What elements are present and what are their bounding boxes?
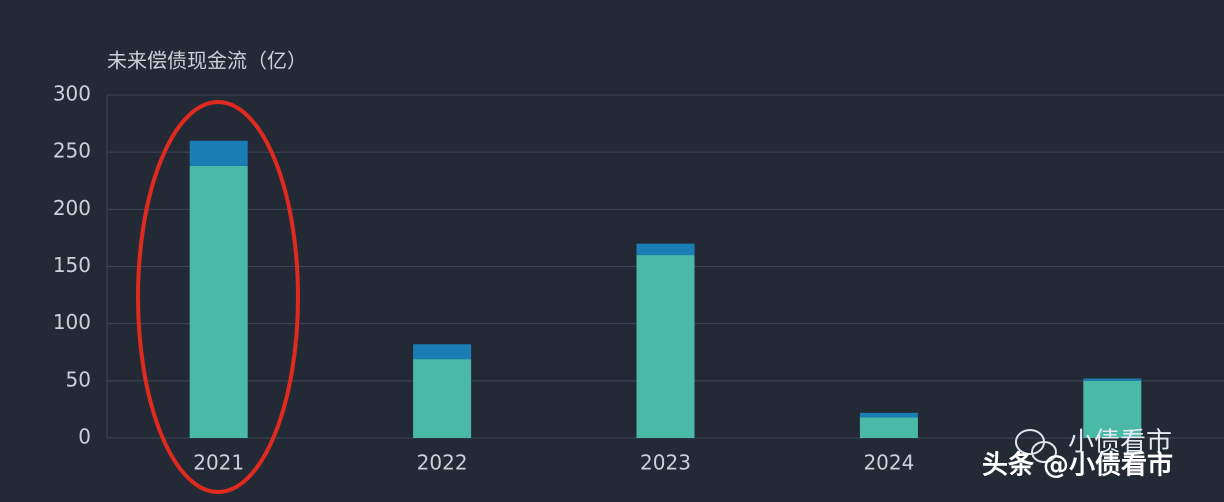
- y-tick-label: 150: [53, 253, 91, 277]
- x-tick-label: 2022: [417, 451, 468, 475]
- x-tick-label: 2021: [193, 451, 244, 475]
- bar-segment: [636, 255, 695, 438]
- bar-segment: [636, 243, 695, 256]
- highlight-ellipse: [136, 100, 300, 494]
- bar-segment: [1083, 380, 1142, 438]
- y-tick-label: 250: [53, 139, 91, 163]
- chart-title: 未来偿债现金流（亿）: [107, 49, 307, 73]
- watermark-text: 头条 @小债看市: [982, 450, 1173, 481]
- watermark-text: 小债看市: [1068, 428, 1172, 458]
- y-tick-label: 50: [66, 367, 91, 391]
- bar-segment: [413, 344, 472, 360]
- bar-segment: [189, 165, 248, 439]
- bar-segment: [859, 417, 918, 438]
- bar-segment: [859, 412, 918, 418]
- x-tick-label: 2024: [863, 451, 914, 475]
- bar-segment: [189, 140, 248, 166]
- y-tick-label: 0: [78, 425, 91, 449]
- y-tick-label: 200: [53, 196, 91, 220]
- y-tick-label: 300: [53, 82, 91, 106]
- bar-segment: [413, 359, 472, 438]
- x-tick-label: 2023: [640, 451, 691, 475]
- watermark-icon: [1015, 429, 1057, 463]
- y-tick-label: 100: [53, 310, 91, 334]
- bar-segment: [1083, 378, 1142, 381]
- plot: 0 50 100 150 200 250 300 2021 2022 2023 2024: [53, 82, 1224, 475]
